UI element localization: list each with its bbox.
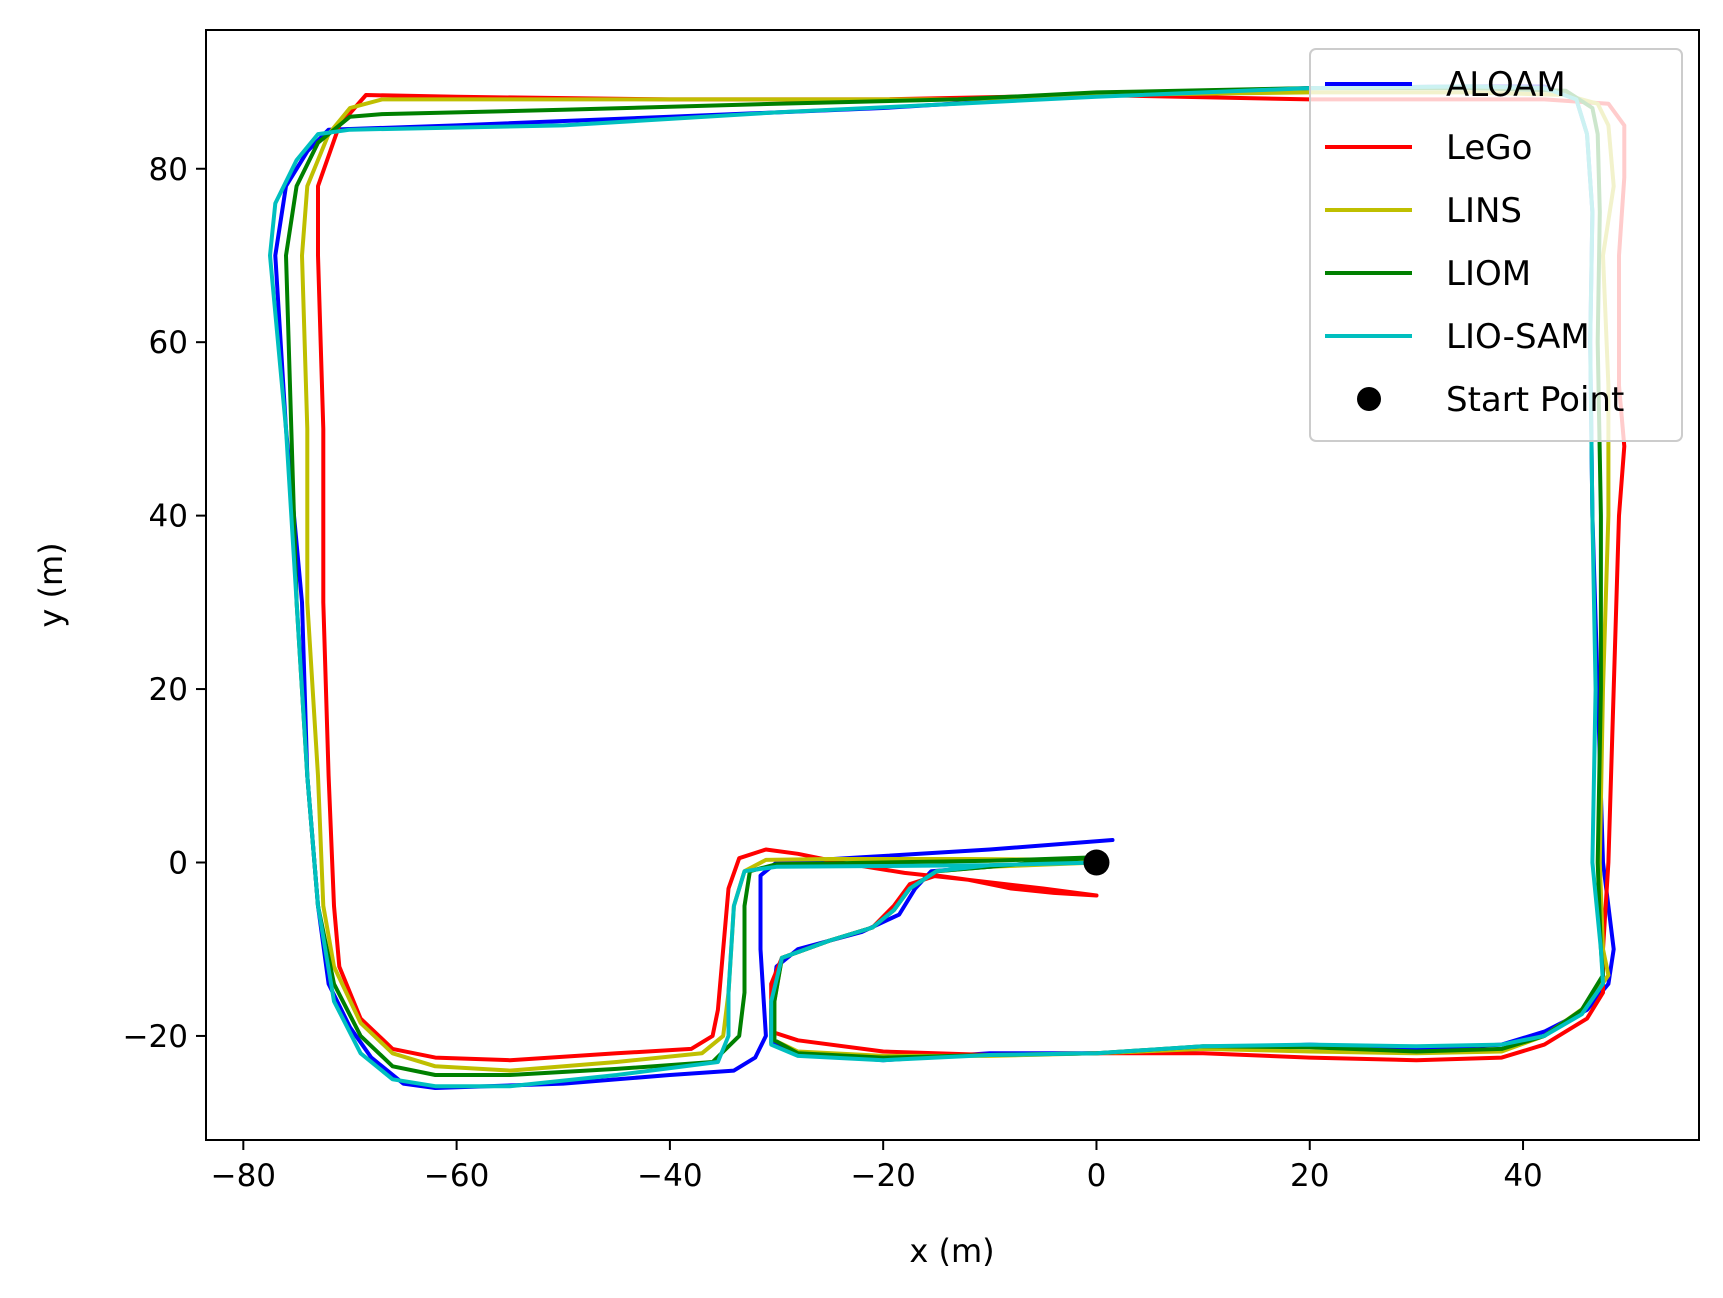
legend: ALOAM LeGo LINS LIOM LIO-SAM Start Point — [1309, 48, 1683, 442]
x-tick-label: 0 — [1087, 1158, 1107, 1194]
x-tick-label: 40 — [1503, 1158, 1542, 1194]
y-tick-label: 0 — [168, 846, 188, 882]
x-tick-label: −40 — [637, 1158, 702, 1194]
x-tick-label: −80 — [211, 1158, 276, 1194]
y-tick-label: 60 — [149, 325, 188, 361]
marker-layer — [1083, 849, 1110, 876]
x-axis-label: x (m) — [909, 1232, 994, 1270]
y-tick-label: 40 — [149, 499, 188, 535]
y-axis-label: y (m) — [32, 542, 70, 627]
y-tick-label: −20 — [123, 1019, 188, 1055]
y-axis-ticks: −20 0 20 40 60 80 — [123, 152, 206, 1055]
y-tick-label: 80 — [149, 152, 188, 188]
legend-label: LINS — [1446, 191, 1522, 231]
y-tick-label: 20 — [149, 672, 188, 708]
x-tick-label: −60 — [424, 1158, 489, 1194]
legend-label: LIO-SAM — [1446, 317, 1590, 357]
legend-label: LeGo — [1446, 128, 1532, 168]
x-axis-ticks: −80 −60 −40 −20 0 20 40 — [211, 1140, 1543, 1194]
plot-frame — [205, 29, 1700, 1141]
legend-label: ALOAM — [1446, 65, 1566, 105]
legend-swatch-start-point — [1357, 387, 1381, 411]
x-tick-label: −20 — [850, 1158, 915, 1194]
legend-label: Start Point — [1446, 380, 1624, 420]
start-point-marker — [1083, 849, 1110, 876]
x-tick-label: 20 — [1290, 1158, 1329, 1194]
legend-label: LIOM — [1446, 254, 1531, 294]
